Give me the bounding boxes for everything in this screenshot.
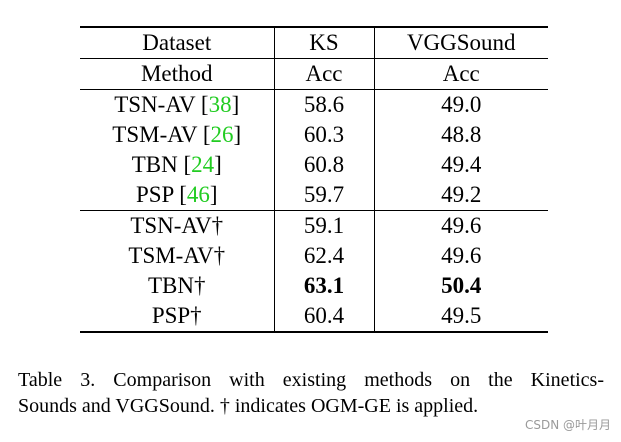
method-name: PSP [135, 182, 174, 207]
results-table-container: Dataset KS VGGSound Method Acc Acc TSN-A… [80, 26, 548, 333]
vgg-acc-cell: 48.8 [373, 120, 548, 150]
ks-acc-cell: 60.3 [273, 120, 374, 150]
results-table: Dataset KS VGGSound Method Acc Acc TSN-A… [80, 26, 548, 333]
table-row: PSP† 60.4 49.5 [80, 301, 548, 333]
header-vgg-acc: Acc [373, 58, 548, 90]
method-cell: TBN [24] [131, 152, 222, 177]
ks-acc-cell: 58.6 [273, 89, 374, 120]
vgg-acc-cell: 49.2 [373, 180, 548, 211]
header-row-dataset: Dataset KS VGGSound [80, 26, 548, 59]
method-cell: TSN-AV† [80, 210, 274, 241]
header-ks: KS [273, 26, 374, 59]
citation-link[interactable]: 24 [191, 152, 215, 177]
table-row: TBN† 63.1 50.4 [80, 271, 548, 301]
citation-link[interactable]: 38 [208, 92, 232, 117]
method-cell: PSP [46] [135, 182, 218, 207]
header-ks-acc: Acc [273, 58, 374, 90]
vgg-acc-cell: 49.4 [373, 150, 548, 180]
method-cell: TSN-AV [38] [80, 89, 274, 120]
watermark: CSDN @叶月月 [524, 418, 611, 432]
ks-acc-cell-best: 63.1 [273, 271, 374, 301]
caption-line-2: Sounds and VGGSound. † indicates OGM-GE … [18, 395, 479, 417]
ks-acc-cell: 60.8 [273, 150, 374, 180]
method-cell: TSM-AV [26] [112, 122, 242, 147]
table-row: TBN [24] 60.8 49.4 [80, 150, 548, 180]
vgg-acc-cell: 49.6 [373, 210, 548, 241]
header-vggsound: VGGSound [373, 26, 548, 59]
method-name: TSN-AV [114, 92, 196, 117]
table-caption: Table 3. Comparison with existing method… [18, 367, 604, 419]
method-name: TBN [131, 152, 178, 177]
ks-acc-cell: 59.7 [273, 180, 374, 211]
caption-line-1: Table 3. Comparison with existing method… [18, 369, 604, 391]
method-cell: PSP† [80, 301, 274, 333]
vgg-acc-cell: 49.6 [373, 241, 548, 271]
ks-acc-cell: 60.4 [273, 301, 374, 333]
table-row: TSM-AV† 62.4 49.6 [80, 241, 548, 271]
method-name: TSM-AV [112, 122, 198, 147]
table-row: TSN-AV [38] 58.6 49.0 [80, 89, 548, 120]
citation-link[interactable]: 46 [186, 182, 210, 207]
vgg-acc-cell: 49.5 [373, 301, 548, 333]
table-row: TSN-AV† 59.1 49.6 [80, 210, 548, 241]
header-dataset: Dataset [80, 26, 274, 59]
header-row-method: Method Acc Acc [80, 58, 548, 90]
table-row: TSM-AV [26] 60.3 48.8 [80, 120, 548, 150]
header-method: Method [80, 58, 274, 90]
citation-link[interactable]: 26 [210, 122, 234, 147]
ks-acc-cell: 59.1 [273, 210, 374, 241]
table-row: PSP [46] 59.7 49.2 [80, 180, 548, 211]
vgg-acc-cell: 49.0 [373, 89, 548, 120]
method-cell: TSM-AV† [128, 243, 226, 268]
ks-acc-cell: 62.4 [273, 241, 374, 271]
method-cell: TBN† [148, 273, 206, 298]
vgg-acc-cell-best: 50.4 [373, 271, 548, 301]
